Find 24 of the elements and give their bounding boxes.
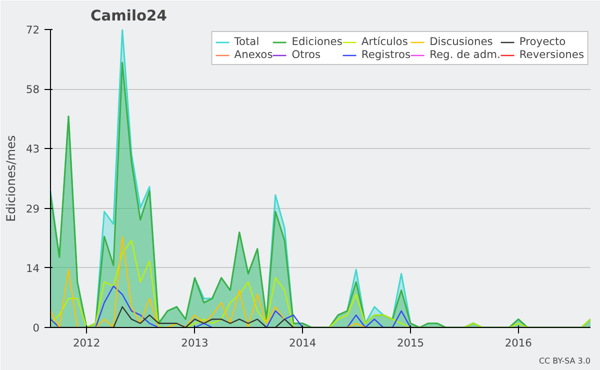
legend-label: Ediciones — [292, 35, 342, 48]
y-tick-label: 58 — [26, 83, 40, 96]
legend-label: Artículos — [361, 35, 408, 48]
y-tick-label: 0 — [32, 322, 40, 334]
legend-label: Discusiones — [430, 35, 493, 48]
legend-label: Proyecto — [519, 35, 566, 48]
legend-label: Reversiones — [519, 48, 584, 61]
x-tick-label: 2015 — [396, 336, 424, 350]
x-tick-label: 2016 — [504, 336, 532, 350]
legend-label: Registros — [361, 48, 411, 61]
y-axis-title: Ediciones/mes — [4, 135, 18, 222]
chart-title: Camilo24 — [90, 8, 167, 24]
legend-label: Total — [234, 35, 260, 48]
x-tick-label: 2014 — [289, 336, 316, 350]
y-tick-label: 72 — [26, 24, 40, 36]
y-tick-label: 14 — [26, 262, 40, 275]
y-tick-label: 29 — [26, 202, 40, 216]
y-tick-label: 43 — [26, 142, 40, 156]
legend-label: Reg. de adm. — [430, 48, 500, 61]
x-tick-label: 2012 — [73, 336, 100, 350]
legend-label: Otros — [292, 48, 321, 61]
x-tick-label: 2013 — [181, 336, 208, 350]
text: CC BY-SA 3.0 — [538, 356, 591, 366]
legend-label: Anexos — [234, 48, 273, 61]
